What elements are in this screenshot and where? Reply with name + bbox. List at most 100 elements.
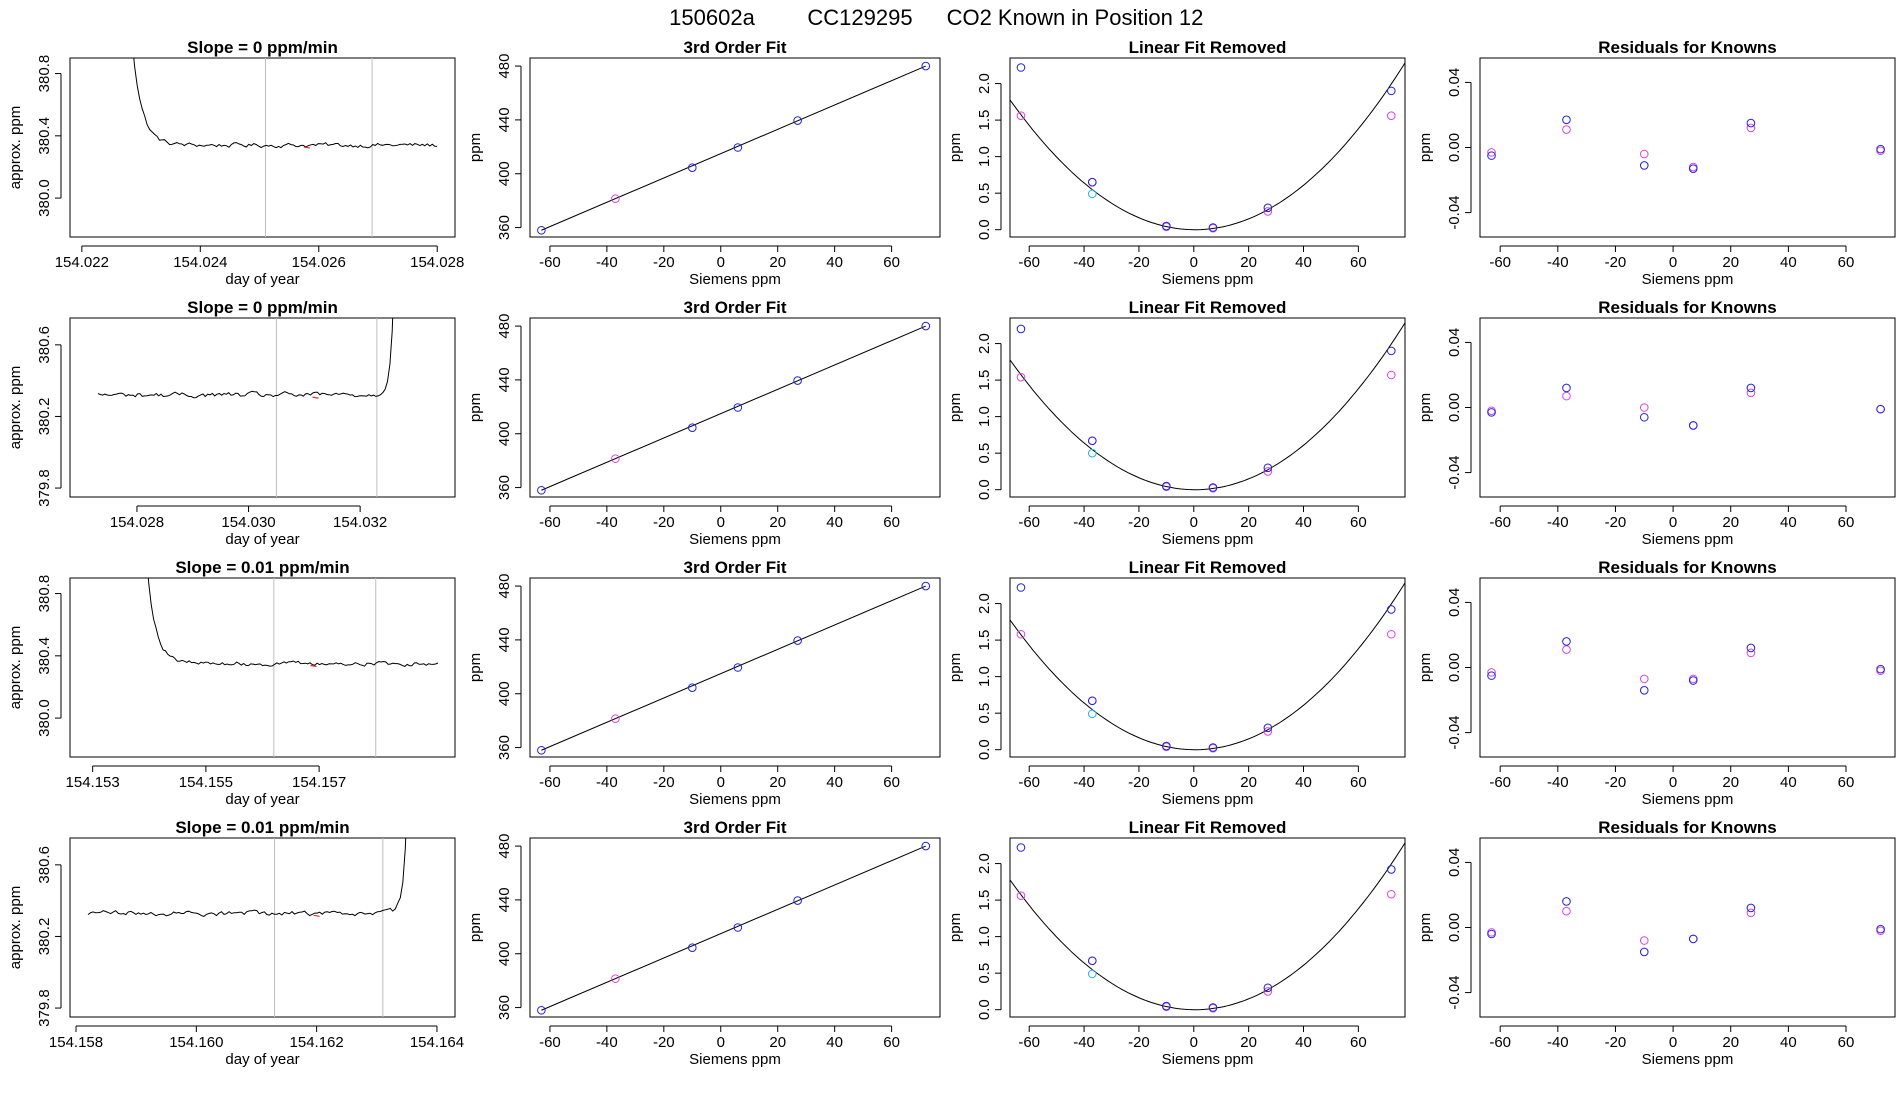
y-axis-label: approx. ppm	[7, 366, 24, 449]
data-point-blue	[1688, 676, 1698, 685]
x-tick-label: 40	[1780, 1034, 1797, 1051]
plot-frame	[1009, 317, 1406, 498]
x-tick-label: -60	[1489, 514, 1511, 531]
plot-frame	[529, 577, 941, 758]
x-tick-label: 40	[826, 254, 843, 271]
data-point-magenta	[1746, 123, 1756, 133]
x-tick-label: -60	[1489, 254, 1511, 271]
data-point-blue	[687, 683, 697, 692]
x-axis-label: Siemens ppm	[689, 271, 781, 288]
data-point-blue	[733, 143, 743, 152]
data-point-cyan	[1087, 448, 1097, 458]
x-axis-label: Siemens ppm	[1162, 271, 1254, 288]
x-tick-label: -40	[1547, 514, 1569, 531]
data-point-blue	[793, 376, 802, 385]
data-point-magenta	[1562, 125, 1571, 134]
y-tick-label: 0.04	[1446, 848, 1463, 877]
x-axis-label: day of year	[225, 791, 299, 808]
data-point-blue	[1162, 481, 1171, 491]
ppm-trace-line	[97, 318, 394, 399]
data-point-blue	[1562, 115, 1571, 125]
mean-marker	[310, 664, 317, 668]
y-tick-label: 1.0	[976, 926, 993, 947]
x-tick-label: 20	[1240, 254, 1257, 271]
y-tick-label: 400	[496, 421, 513, 446]
x-tick-label: 20	[769, 254, 786, 271]
data-point-blue	[1263, 723, 1273, 733]
y-tick-label: 0.00	[1446, 133, 1463, 162]
plot-area	[97, 318, 394, 497]
figure-title-cylinder-id: CC129295	[807, 5, 912, 30]
x-tick-label: 60	[1350, 514, 1367, 531]
x-tick-label: 60	[1838, 514, 1855, 531]
x-tick-label: -60	[539, 254, 561, 271]
y-axis-label: ppm	[1417, 653, 1434, 682]
data-point-blue	[1016, 63, 1026, 72]
panel-residuals-row0: Residuals for Knowns -60 -40 -20 0 20 40 60 Siem…	[1417, 38, 1896, 288]
panel-timeseries-row2: Slope = 0.01 ppm/min 154.153 154.155 154.15…	[7, 558, 456, 808]
x-axis-label: Siemens ppm	[689, 1051, 781, 1068]
panel-title: Residuals for Knowns	[1598, 298, 1777, 317]
y-tick-label: 380.6	[36, 326, 53, 364]
plot-area	[1010, 62, 1405, 231]
y-tick-label: 2.0	[976, 73, 993, 94]
plot-frame	[1479, 57, 1896, 238]
x-tick-label: -40	[1547, 254, 1569, 271]
x-tick-label: 60	[1838, 254, 1855, 271]
data-point-blue	[1016, 843, 1026, 852]
data-point-magenta	[1263, 727, 1273, 736]
x-tick-label: -40	[1073, 1034, 1095, 1051]
x-axis-label: Siemens ppm	[689, 791, 781, 808]
y-tick-label: 1.5	[976, 370, 993, 391]
ppm-trace-line	[133, 58, 438, 149]
y-tick-label: 1.0	[976, 146, 993, 167]
y-axis-label: approx. ppm	[7, 886, 24, 969]
x-axis-label: Siemens ppm	[1162, 791, 1254, 808]
quadratic-curve	[1010, 322, 1405, 491]
data-point-magenta	[1263, 467, 1273, 476]
x-tick-label: 20	[1722, 774, 1739, 791]
y-axis-label: ppm	[1417, 913, 1434, 942]
x-tick-label: 154.153	[66, 774, 120, 791]
data-point-blue	[1876, 404, 1885, 414]
y-tick-label: 0.04	[1446, 588, 1463, 617]
y-axis-label: ppm	[1417, 133, 1434, 162]
data-point-magenta	[1746, 908, 1756, 918]
mean-marker	[303, 146, 311, 149]
x-tick-label: 20	[1240, 774, 1257, 791]
y-tick-label: 480	[496, 574, 513, 599]
panel-title: Linear Fit Removed	[1129, 298, 1287, 317]
panel-linear-removed-row0: Linear Fit Removed -60 -40 -20 0 20 40 60 Siemen…	[947, 38, 1406, 288]
y-tick-label: 380.0	[36, 179, 53, 217]
data-point-blue	[1876, 144, 1885, 154]
data-point-blue	[1162, 221, 1171, 231]
x-tick-label: 60	[883, 254, 900, 271]
y-axis-label: ppm	[947, 133, 964, 162]
y-tick-label: 360	[496, 215, 513, 240]
y-axis-label: ppm	[1417, 393, 1434, 422]
y-tick-label: 380.0	[36, 699, 53, 737]
panel-timeseries-row1: Slope = 0 ppm/min 154.028 154.030 154.032 da…	[7, 298, 456, 548]
y-tick-label: -0.04	[1446, 195, 1463, 229]
data-point-blue	[687, 423, 697, 432]
plot-frame	[69, 577, 456, 758]
y-tick-label: 0.00	[1446, 393, 1463, 422]
x-tick-label: -40	[596, 774, 618, 791]
y-tick-label: 440	[496, 627, 513, 652]
data-point-magenta	[1487, 668, 1496, 677]
plot-frame	[69, 317, 456, 498]
y-tick-label: 360	[496, 735, 513, 760]
data-point-magenta	[1639, 149, 1649, 159]
x-tick-label: -40	[1547, 1034, 1569, 1051]
y-tick-label: 0.04	[1446, 328, 1463, 357]
data-point-blue	[537, 745, 546, 755]
y-axis-label: ppm	[947, 913, 964, 942]
data-point-magenta	[1562, 391, 1571, 401]
y-tick-label: 400	[496, 941, 513, 966]
x-tick-label: 60	[1350, 254, 1367, 271]
data-point-blue	[1386, 865, 1396, 874]
y-axis-label: ppm	[467, 133, 484, 162]
data-point-magenta	[611, 194, 620, 203]
y-tick-label: 380.2	[36, 918, 53, 956]
panel-title: 3rd Order Fit	[684, 38, 787, 57]
